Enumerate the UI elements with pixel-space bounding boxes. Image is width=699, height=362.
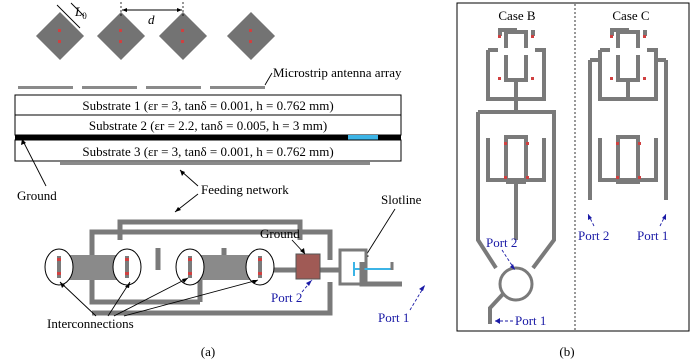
l0-label: L0 — [74, 4, 87, 21]
patch-array — [35, 11, 276, 61]
ground-patch — [295, 253, 321, 280]
panel-a: L0 d Microstrip antenna array Substrate … — [14, 2, 426, 359]
panel-b-frame — [456, 2, 690, 332]
port2-b-label: Port 2 — [486, 235, 517, 250]
d-dimension: d — [120, 2, 184, 27]
interconnection-pair-right — [175, 248, 275, 286]
ground-leader — [21, 138, 47, 187]
feeding-network-layer — [60, 162, 370, 165]
interconnection-pair-left — [44, 248, 142, 286]
ground-label: Ground — [17, 188, 57, 203]
d-label: d — [148, 12, 155, 27]
port1-b-label: Port 1 — [515, 313, 546, 328]
substrate-3 — [14, 139, 402, 162]
case-c-network — [588, 28, 668, 200]
slot-opening — [348, 135, 378, 140]
antenna-array-leader — [264, 72, 273, 86]
feeding-network-label: Feeding network — [201, 182, 289, 197]
interconnections-label: Interconnections — [47, 316, 134, 331]
microstrip-segments — [18, 86, 265, 89]
feeding-network-callout: Feeding network — [174, 169, 289, 213]
patch-3 — [158, 11, 208, 61]
substrate-3-label: Substrate 3 (εr = 3, tanδ = 0.001, h = 0… — [82, 144, 333, 159]
case-c-label: Case C — [612, 8, 649, 23]
port2-c-label: Port 2 — [578, 228, 609, 243]
interconnections-callout: Interconnections — [47, 277, 259, 331]
substrate-2-label: Substrate 2 (εr = 2.2, tanδ = 0.005, h =… — [89, 118, 327, 133]
patch-2 — [96, 11, 146, 61]
caption-b: (b) — [559, 344, 574, 359]
ground-plane — [15, 135, 401, 140]
port1-c-label: Port 1 — [637, 228, 668, 243]
port1-a-label: Port 1 — [378, 310, 409, 325]
patch-1 — [35, 11, 85, 61]
l0-dimension: L0 — [56, 2, 87, 29]
port2-a-label: Port 2 — [271, 290, 302, 305]
slotline-label: Slotline — [381, 192, 422, 207]
feeding-network-layout — [44, 219, 402, 316]
panel-b: Case B Case C — [456, 2, 690, 359]
ground-small-label: Ground — [260, 226, 300, 241]
patch-4 — [226, 11, 276, 61]
caption-a: (a) — [201, 344, 215, 359]
substrate-1-label: Substrate 1 (εr = 3, tanδ = 0.001, h = 0… — [82, 98, 333, 113]
antenna-array-label: Microstrip antenna array — [273, 65, 402, 80]
slotline-leader — [362, 208, 396, 261]
case-b-network — [476, 28, 556, 324]
case-b-label: Case B — [498, 8, 536, 23]
patch-feed-points — [58, 29, 252, 43]
substrate-stack: Substrate 1 (εr = 3, tanδ = 0.001, h = 0… — [14, 94, 402, 165]
